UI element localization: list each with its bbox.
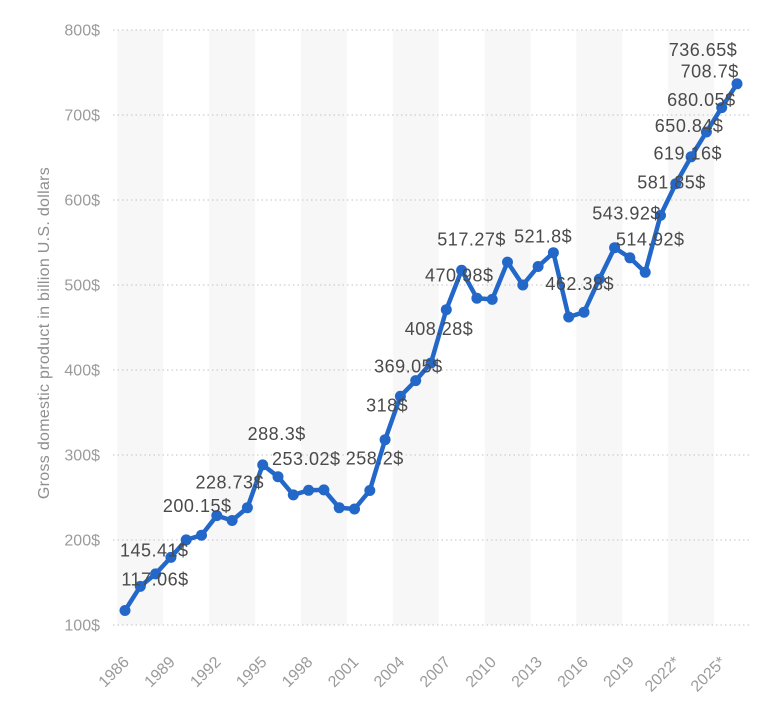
x-tick-label: 1986 [96,654,133,691]
data-point-label: 462.38$ [545,274,614,294]
data-point-label: 200.15$ [163,496,232,516]
data-point-marker[interactable] [119,605,131,616]
y-tick-label: 100$ [64,618,100,635]
data-point-marker[interactable] [379,434,391,446]
x-tick-label: 2016 [555,654,592,691]
data-point-marker[interactable] [318,484,330,496]
background-band [484,30,531,625]
y-tick-label: 800$ [64,23,100,40]
data-point-marker[interactable] [456,264,468,276]
data-point-label: 408.28$ [405,319,474,339]
data-point-marker[interactable] [394,390,406,402]
data-point-marker[interactable] [349,503,360,515]
background-band [301,30,347,625]
data-point-label: 543.92$ [592,204,661,224]
data-point-marker[interactable] [303,484,315,496]
data-point-label: 258.2$ [346,449,404,469]
data-point-label: 369.05$ [374,356,443,376]
y-tick-label: 600$ [64,193,100,210]
data-point-marker[interactable] [502,256,513,268]
data-point-marker[interactable] [211,510,223,522]
x-tick-label: 2004 [371,654,408,691]
data-point-label: 117.06$ [121,570,188,590]
data-point-marker[interactable] [593,273,605,285]
background-band [209,30,256,625]
data-point-marker[interactable] [563,311,575,323]
data-point-marker[interactable] [333,502,345,514]
data-point-marker[interactable] [150,568,162,580]
data-point-marker[interactable] [241,502,253,514]
data-point-label: 581.85$ [637,172,706,192]
data-point-label: 514.92$ [616,229,685,249]
background-band [576,30,623,625]
data-point-marker[interactable] [517,279,529,291]
data-point-marker[interactable] [578,306,590,318]
data-point-label: 517.27$ [437,229,506,249]
data-point-marker[interactable] [639,266,651,278]
x-tick-label: 2022* [642,654,684,696]
data-point-label: 145.41$ [120,540,189,560]
data-point-marker[interactable] [165,551,177,563]
data-point-marker[interactable] [731,78,743,90]
data-point-marker[interactable] [272,471,284,483]
data-point-label: 736.65$ [669,40,738,60]
x-tick-label: 1998 [279,654,316,691]
data-point-label: 318$ [366,396,408,416]
data-point-label: 288.3$ [248,424,306,444]
data-point-marker[interactable] [685,151,697,163]
y-tick-label: 300$ [64,448,100,465]
y-tick-label: 700$ [64,108,100,125]
background-band [117,30,164,625]
data-point-marker[interactable] [134,580,146,592]
data-point-marker[interactable] [609,242,621,254]
data-point-marker[interactable] [471,292,483,304]
data-point-label: 521.8$ [514,227,572,247]
x-tick-label: 1995 [233,654,270,691]
data-point-marker[interactable] [180,534,192,546]
x-tick-label: 2007 [417,654,454,691]
data-point-marker[interactable] [257,459,269,471]
data-point-marker[interactable] [716,102,728,114]
data-point-marker[interactable] [532,261,544,272]
x-tick-label: 2013 [509,654,546,691]
data-point-marker[interactable] [700,126,712,138]
data-point-label: 619.16$ [654,144,723,164]
data-point-marker[interactable] [440,304,452,316]
data-point-label: 650.84$ [655,116,724,136]
data-point-marker[interactable] [655,209,666,221]
data-point-marker[interactable] [624,252,636,264]
y-tick-label: 200$ [64,533,100,550]
data-point-label: 708.7$ [681,62,739,82]
data-point-marker[interactable] [226,515,238,526]
data-point-marker[interactable] [670,178,682,190]
data-point-marker[interactable] [196,529,207,541]
data-point-marker[interactable] [410,375,422,387]
data-point-label: 680.05$ [667,90,736,110]
y-axis-title: Gross domestic product in billion U.S. d… [36,166,53,500]
x-tick-label: 1989 [142,654,179,691]
data-point-marker[interactable] [486,293,498,305]
y-tick-label: 400$ [64,363,100,380]
x-tick-label: 2010 [463,654,500,691]
data-point-marker[interactable] [547,247,559,259]
data-point-marker[interactable] [364,485,376,496]
background-band [392,30,439,625]
x-tick-label: 2001 [325,654,362,691]
y-tick-label: 500$ [64,278,100,295]
data-point-label: 470.98$ [425,266,494,286]
data-point-label: 228.73$ [196,473,265,493]
x-tick-label: 1992 [187,654,224,691]
data-point-marker[interactable] [287,489,299,501]
data-point-label: 253.02$ [272,449,341,469]
data-point-marker[interactable] [425,357,437,369]
x-tick-label: 2025* [688,654,730,696]
x-tick-label: 2019 [601,654,638,691]
